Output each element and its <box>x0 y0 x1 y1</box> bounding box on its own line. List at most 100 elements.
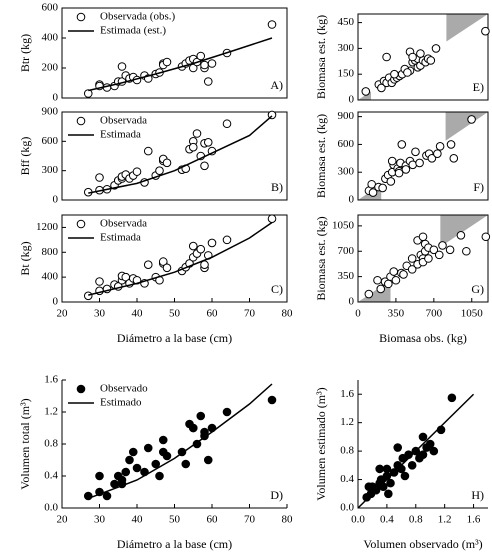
data-point <box>416 49 425 58</box>
x-tick-label: 20 <box>57 514 69 526</box>
panel-label: H) <box>471 488 484 502</box>
data-point <box>407 265 417 274</box>
y-axis-label: Bff (kg) <box>18 137 32 176</box>
data-point <box>207 238 217 248</box>
data-point <box>429 245 439 255</box>
y-tick-label: 0 <box>53 194 59 206</box>
x-axis-label: Diámetro a la base (cm) <box>117 331 232 345</box>
x-axis-label: Volumen observado (m³) <box>363 537 482 551</box>
data-point <box>196 411 206 421</box>
plot-frame <box>357 111 489 201</box>
fit-line <box>357 393 475 509</box>
data-point <box>401 165 411 174</box>
x-tick-label: 0 <box>355 308 361 320</box>
x-tick-label: 0.8 <box>409 514 423 526</box>
y-tick-label: 1050 <box>332 219 355 231</box>
x-tick-label: 20 <box>57 308 69 320</box>
y-tick-label: 0.4 <box>44 470 58 482</box>
data-point <box>132 463 142 473</box>
data-point <box>196 244 206 254</box>
data-point <box>425 439 435 449</box>
data-point <box>426 56 436 65</box>
shaded-region <box>446 14 488 42</box>
legend-label: Observada (obs.) <box>100 11 175 23</box>
data-point <box>393 443 403 452</box>
data-point <box>445 245 455 255</box>
data-point <box>117 62 127 71</box>
y-tick-label: 0 <box>349 296 355 308</box>
legend-label: Estimada <box>100 232 141 244</box>
panel-label: A) <box>270 78 283 92</box>
y-axis-label: Volumen total (m³) <box>18 398 32 489</box>
data-point <box>155 166 164 175</box>
data-point <box>394 168 404 178</box>
legend-label: Observada <box>100 218 147 230</box>
data-point <box>361 87 371 96</box>
legend-label: Estimado <box>100 397 142 409</box>
fit-line <box>88 37 273 92</box>
data-point <box>162 263 172 273</box>
data-point <box>95 277 104 286</box>
data-point <box>151 459 161 469</box>
legend-label: Estimada (est.) <box>100 25 166 37</box>
data-point <box>391 275 401 285</box>
data-point <box>200 60 209 70</box>
y-tick-label: 0.0 <box>44 502 58 514</box>
data-point <box>110 479 119 489</box>
shaded-region <box>445 112 488 141</box>
x-tick-label: 0.4 <box>380 514 394 526</box>
y-axis-label: Biomasa est. (kg) <box>314 15 328 99</box>
data-point <box>162 451 172 461</box>
y-tick-label: 150 <box>338 68 355 80</box>
y-tick-label: 200 <box>42 62 59 74</box>
data-point <box>188 423 198 433</box>
data-point <box>267 214 277 224</box>
data-point <box>143 146 153 156</box>
y-tick-label: 700 <box>338 245 355 257</box>
data-point <box>386 478 395 488</box>
data-point <box>188 241 198 251</box>
x-tick-label: 80 <box>282 514 294 526</box>
data-point <box>143 260 153 270</box>
legend-swatch <box>76 219 86 229</box>
x-tick-label: 70 <box>244 514 256 526</box>
data-point <box>203 138 213 147</box>
panel-label: G) <box>471 282 484 296</box>
data-point <box>382 52 391 62</box>
data-point <box>203 455 213 465</box>
data-point <box>399 270 408 279</box>
y-tick-label: 900 <box>338 110 355 122</box>
data-point <box>390 69 399 79</box>
y-tick-label: 0.0 <box>340 502 354 514</box>
y-tick-label: 0.8 <box>44 438 58 450</box>
axes <box>61 380 287 509</box>
data-point <box>403 68 412 77</box>
data-point <box>467 115 476 124</box>
data-point <box>386 177 396 186</box>
y-tick-label: 600 <box>338 138 355 150</box>
y-tick-label: 300 <box>42 164 59 176</box>
y-tick-label: 0 <box>53 92 59 104</box>
legend-label: Observada <box>100 115 147 127</box>
y-tick-label: 0 <box>53 296 59 308</box>
data-point <box>427 154 437 163</box>
y-axis-label: Bt (kg) <box>18 241 32 275</box>
data-point <box>418 232 428 242</box>
data-point <box>378 183 387 193</box>
y-axis-label: Btr (kg) <box>18 34 32 72</box>
data-point <box>143 443 153 453</box>
y-tick-label: 300 <box>338 166 355 178</box>
x-axis-label: Biomasa obs. (kg) <box>379 331 467 345</box>
plot-frame <box>61 7 288 99</box>
x-tick-label: 40 <box>132 514 144 526</box>
data-point <box>368 188 378 197</box>
y-tick-label: 350 <box>338 270 355 282</box>
data-point <box>408 52 417 62</box>
data-point <box>132 167 142 176</box>
plot-frame <box>357 13 489 101</box>
panel-label: F) <box>473 180 484 194</box>
y-tick-label: 1200 <box>36 221 59 233</box>
y-tick-label: 0.8 <box>340 445 354 457</box>
x-tick-label: 80 <box>282 308 294 320</box>
y-tick-label: 1.6 <box>340 388 354 400</box>
